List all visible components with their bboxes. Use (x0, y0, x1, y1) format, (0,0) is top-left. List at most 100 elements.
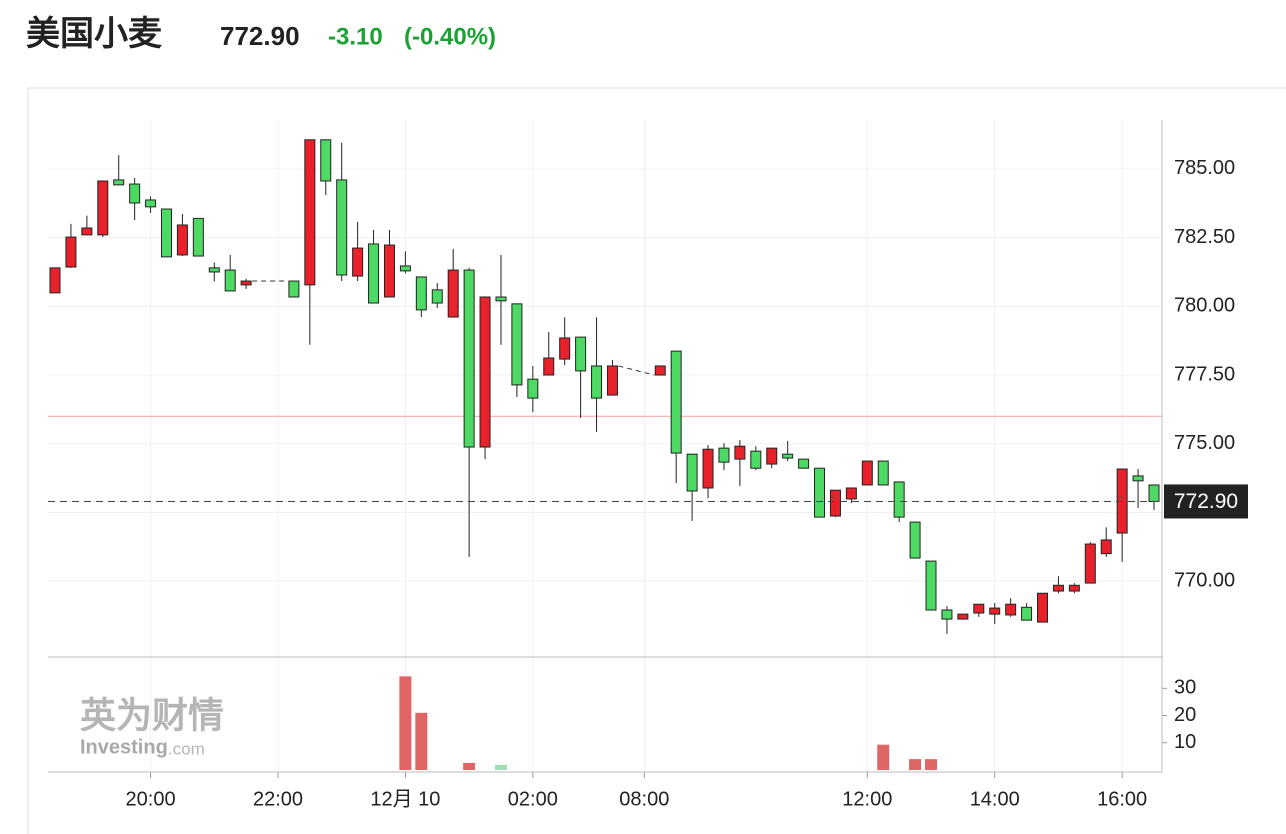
candle-body (65, 236, 77, 268)
candle-body (320, 139, 332, 182)
x-tick-label: 12:00 (842, 788, 892, 810)
x-tick-label: 16:00 (1097, 788, 1147, 810)
candle-body (766, 447, 778, 465)
candle-body (1068, 584, 1080, 592)
candle-body (383, 244, 395, 298)
instrument-name: 美国小麦 (26, 15, 162, 53)
volume-tick-label: 20 (1174, 704, 1196, 726)
y-tick-label: 775.00 (1174, 432, 1235, 454)
candle-body (1100, 539, 1112, 555)
candle-body (399, 265, 411, 272)
candle-body (989, 607, 1001, 615)
candle-body (702, 448, 714, 489)
candle-body (511, 303, 523, 386)
candle-body (591, 365, 603, 399)
candle-body (97, 180, 109, 236)
candle-body (352, 247, 364, 277)
last-price-box (1164, 484, 1248, 519)
candle-body (734, 445, 746, 460)
candle-body (224, 269, 236, 292)
candle-body (861, 460, 873, 486)
candle-body (49, 267, 61, 294)
candle-body (336, 179, 348, 276)
gap-connector (618, 365, 655, 376)
candle-body (192, 217, 204, 257)
volume-bar (925, 759, 938, 770)
candle-body (240, 280, 252, 286)
y-tick-label: 782.50 (1174, 226, 1235, 248)
candle-body (208, 267, 220, 273)
candle-body (957, 613, 969, 620)
change-pct: (-0.40%) (404, 23, 496, 50)
volume-tick-label: 30 (1174, 677, 1196, 699)
y-tick-label: 770.00 (1174, 569, 1235, 591)
candle-body (718, 447, 730, 463)
candle-body (129, 183, 141, 204)
candle-body (145, 199, 157, 208)
x-tick-label: 12月 10 (370, 788, 440, 810)
candle-body (686, 453, 698, 492)
candle-body (1037, 592, 1049, 623)
change: -3.10 (328, 23, 383, 50)
x-tick-label: 22:00 (253, 788, 303, 810)
candle-body (415, 276, 427, 311)
candle-body (160, 208, 172, 258)
candle-body (479, 296, 491, 448)
volume-bar (494, 764, 507, 770)
candle-body (925, 560, 937, 611)
candle-body (543, 357, 555, 376)
candle-body (304, 139, 316, 286)
y-tick-label: 780.00 (1174, 295, 1235, 317)
watermark: 英为财情 (80, 695, 224, 736)
candle-body (495, 296, 507, 302)
candle-body (606, 365, 618, 396)
candle-body (1005, 603, 1017, 616)
candle-body (654, 365, 666, 376)
volume-tick-label: 10 (1174, 731, 1196, 753)
x-tick-label: 02:00 (508, 788, 558, 810)
candle-body (368, 243, 380, 304)
candle-body (877, 460, 889, 486)
candle-body (463, 269, 475, 448)
volume-bar (909, 759, 922, 770)
watermark: .com (168, 739, 205, 758)
candle-body (941, 609, 953, 620)
candle-body (1052, 584, 1064, 592)
candle-body (893, 481, 905, 518)
candle-body (845, 487, 857, 500)
candle-body (829, 489, 841, 517)
y-tick-label: 777.50 (1174, 363, 1235, 385)
candle-body (288, 280, 300, 298)
chart-frame (27, 87, 1286, 834)
candle-body (814, 467, 826, 518)
candle-body (447, 269, 459, 318)
candle-body (1148, 484, 1160, 502)
volume-bar (877, 744, 890, 770)
volume-bar (399, 676, 412, 770)
candle-body (1021, 606, 1033, 621)
candle-body (176, 224, 188, 256)
candle-body (782, 453, 794, 459)
candle-body (1132, 475, 1144, 482)
candle-body (527, 378, 539, 399)
candle-body (113, 179, 125, 186)
candle-body (909, 521, 921, 559)
x-tick-label: 14:00 (970, 788, 1020, 810)
candle-body (575, 336, 587, 372)
last-price-label: 772.90 (1174, 490, 1238, 513)
candle-body (81, 227, 93, 236)
volume-bar (463, 762, 476, 770)
y-tick-label: 785.00 (1174, 157, 1235, 179)
watermark: Investing (80, 736, 168, 758)
x-tick-label: 20:00 (126, 788, 176, 810)
candle-body (431, 289, 443, 304)
candle-body (973, 603, 985, 614)
candle-body (670, 350, 682, 454)
plot: 770.00772.50775.00777.50780.00782.50785.… (48, 120, 1248, 810)
candle-body (750, 450, 762, 469)
candle-body (559, 337, 571, 360)
candle-body (1084, 543, 1096, 584)
volume-bar (415, 712, 428, 770)
candle-body (798, 458, 810, 469)
